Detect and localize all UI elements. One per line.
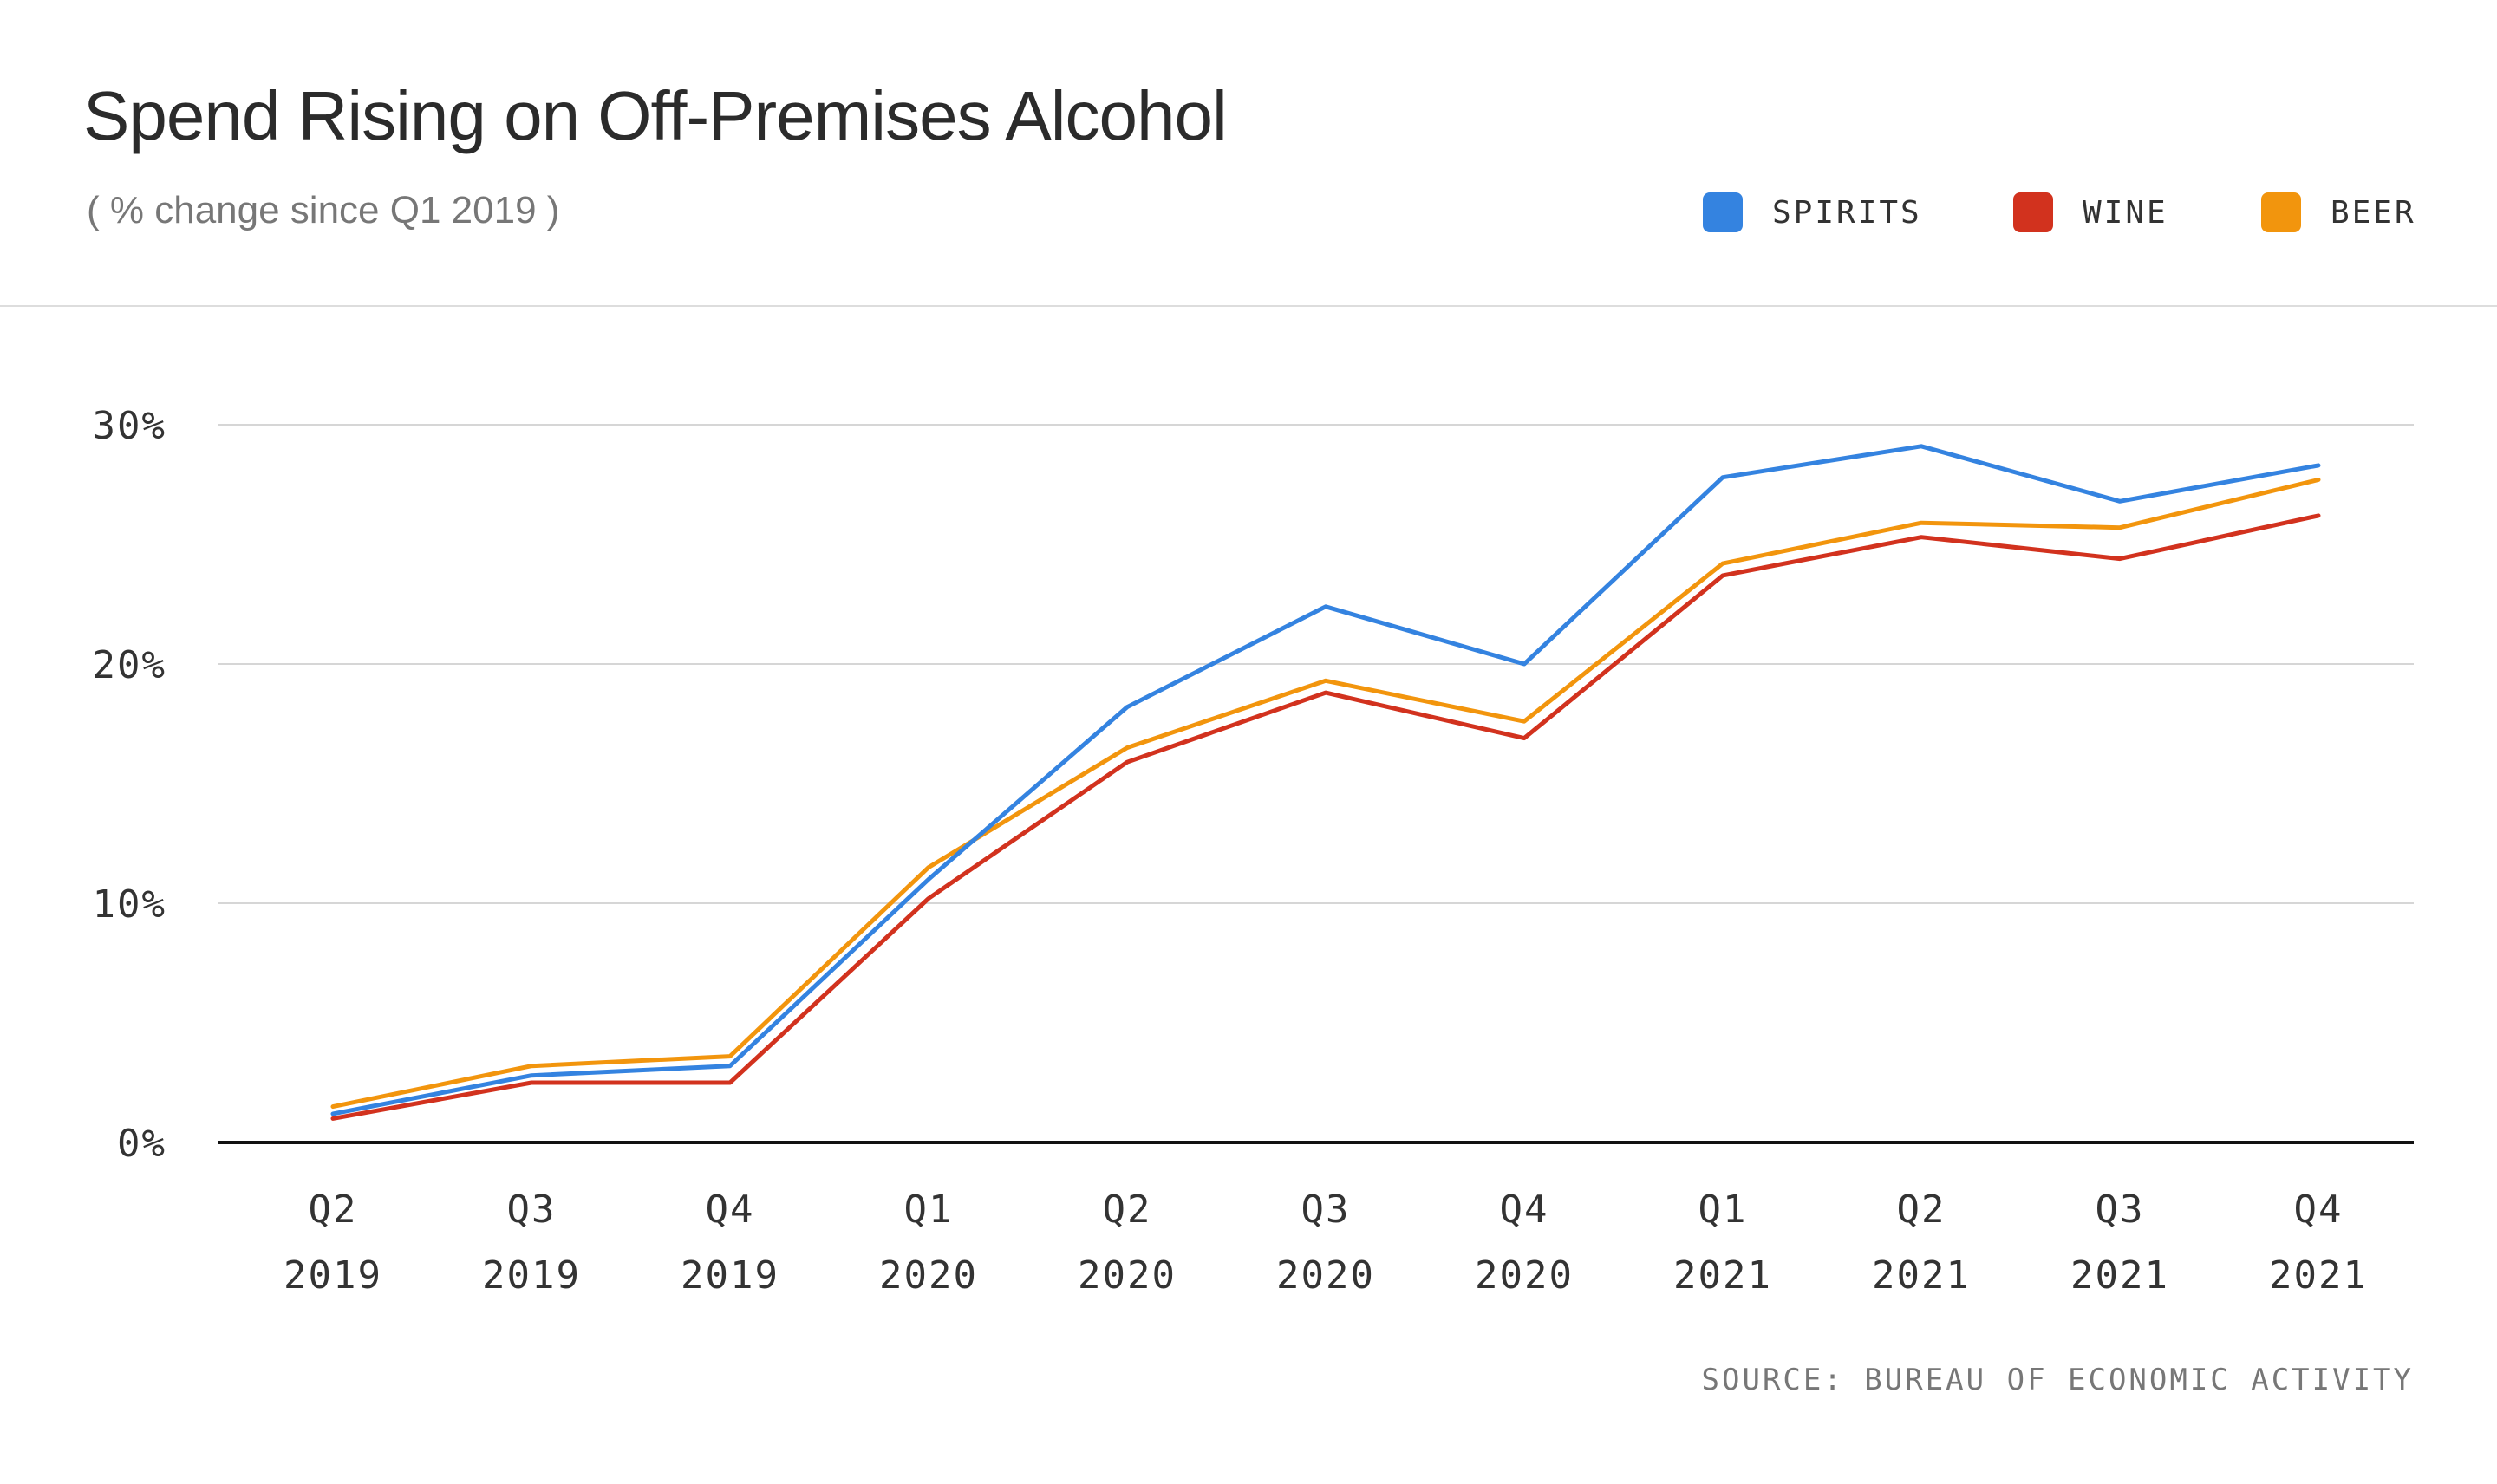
series-line-spirits	[330, 444, 2321, 1116]
legend-swatch-wine	[2013, 192, 2053, 232]
x-tick-label-quarter: Q2	[1103, 1188, 1152, 1232]
x-tick-label-quarter: Q1	[904, 1188, 954, 1232]
x-tick-label-year: 2021	[1673, 1253, 1772, 1298]
x-tick-label-quarter: Q3	[1301, 1188, 1351, 1232]
header-divider	[0, 305, 2497, 307]
y-axis-ticks: 0% 10% 20% 30%	[93, 404, 166, 1166]
grid-layer	[218, 424, 2414, 1144]
x-tick-label-year: 2021	[2269, 1253, 2368, 1298]
legend-item-spirits: SPIRITS	[1703, 189, 1922, 236]
y-tick-label: 10%	[93, 882, 166, 927]
x-tick-label-year: 2020	[1078, 1253, 1177, 1298]
series-layer	[330, 444, 2321, 1121]
y-tick-label: 20%	[93, 643, 166, 687]
series-line-wine	[330, 513, 2321, 1121]
legend-swatch-spirits	[1703, 192, 1743, 232]
legend-item-beer: BEER	[2261, 189, 2416, 236]
x-tick-label-quarter: Q4	[2294, 1188, 2344, 1232]
x-tick-label-year: 2021	[1872, 1253, 1971, 1298]
x-tick-label-quarter: Q3	[2096, 1188, 2145, 1232]
x-tick-label-quarter: Q2	[309, 1188, 358, 1232]
legend-label-spirits: SPIRITS	[1772, 194, 1922, 231]
x-axis-ticks: Q2 2019 Q3 2019 Q4 2019 Q1 2020 Q2 2020 Q3 2020 Q4 20…	[284, 1188, 2368, 1298]
x-tick-label-quarter: Q3	[507, 1188, 557, 1232]
x-tick-label-quarter: Q1	[1698, 1188, 1748, 1232]
legend-swatch-beer	[2261, 192, 2301, 232]
series-line-beer	[330, 478, 2321, 1110]
x-tick-label-quarter: Q4	[706, 1188, 755, 1232]
x-tick-label-year: 2021	[2070, 1253, 2169, 1298]
x-tick-label-year: 2019	[284, 1253, 382, 1298]
x-tick-label-year: 2020	[879, 1253, 978, 1298]
x-tick-label-quarter: Q4	[1500, 1188, 1549, 1232]
legend-label-beer: BEER	[2331, 194, 2416, 231]
chart-title: Spend Rising on Off-Premises Alcohol	[83, 77, 1228, 154]
x-tick-label-quarter: Q2	[1897, 1188, 1946, 1232]
chart-subtitle: ( % change since Q1 2019 )	[87, 189, 560, 231]
x-tick-label-year: 2019	[482, 1253, 581, 1298]
y-tick-label: 30%	[93, 404, 166, 448]
source-note: SOURCE: BUREAU OF ECONOMIC ACTIVITY	[1701, 1363, 2414, 1397]
legend-item-wine: WINE	[2013, 189, 2168, 236]
x-tick-label-year: 2020	[1475, 1253, 1574, 1298]
x-tick-label-year: 2020	[1276, 1253, 1375, 1298]
x-tick-label-year: 2019	[681, 1253, 779, 1298]
legend-label-wine: WINE	[2083, 194, 2168, 231]
y-tick-label: 0%	[117, 1122, 166, 1166]
